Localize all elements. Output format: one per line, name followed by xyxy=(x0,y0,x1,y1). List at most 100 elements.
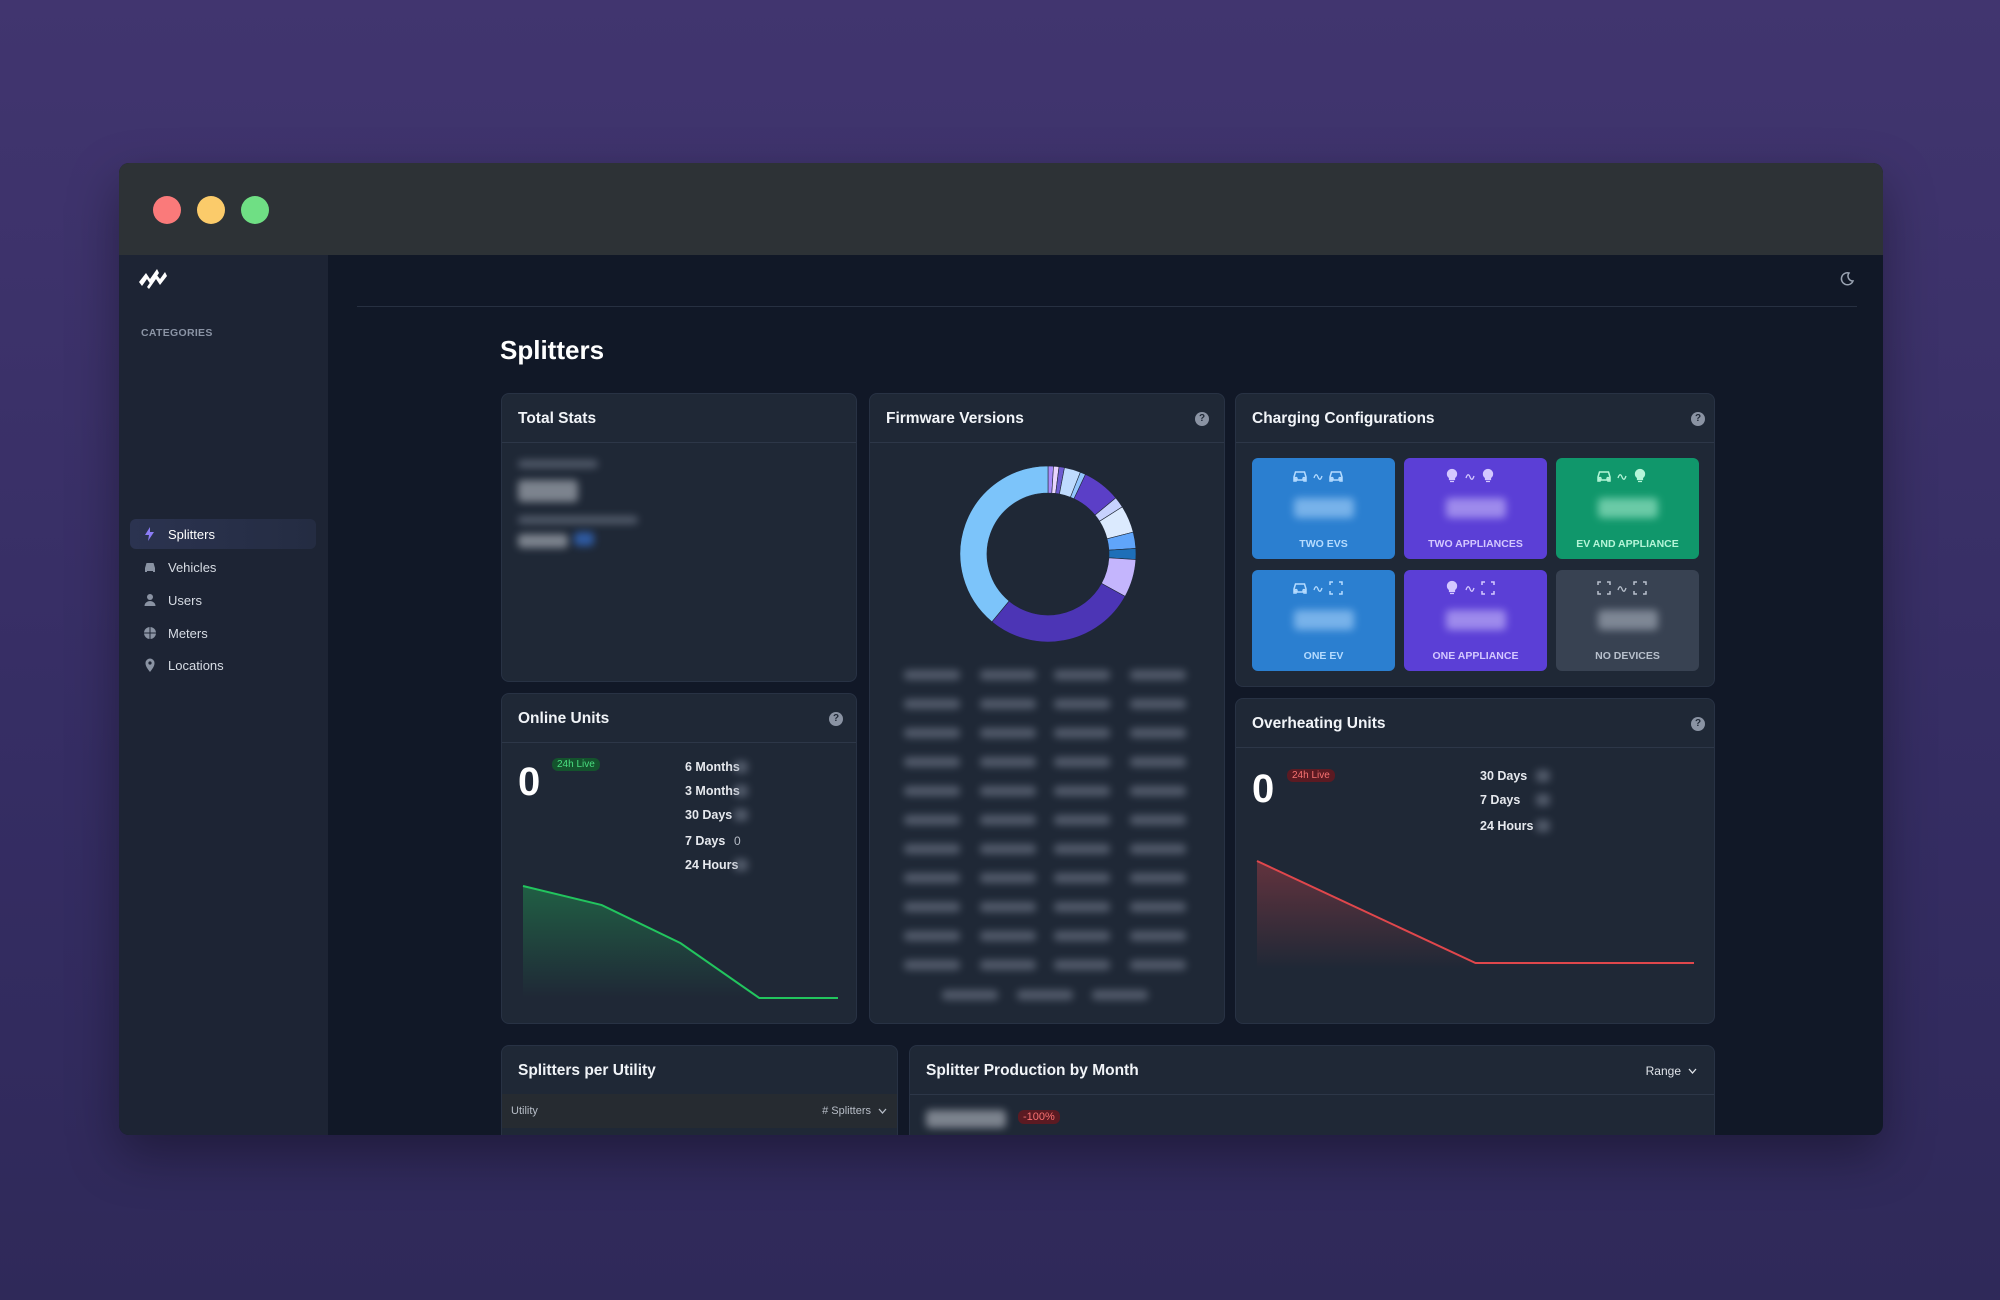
section-label: CATEGORIES xyxy=(141,327,213,339)
hidden-legend-item xyxy=(1130,670,1186,680)
nav-label: Users xyxy=(168,592,202,608)
help-icon[interactable]: ? xyxy=(1195,412,1209,426)
config-tile[interactable]: ONE EV xyxy=(1252,570,1395,671)
hidden-value xyxy=(734,809,748,821)
minimize-button[interactable] xyxy=(197,196,225,224)
nav-label: Locations xyxy=(168,657,224,673)
hidden-legend-item xyxy=(1130,931,1186,941)
trend-line xyxy=(1256,860,1694,964)
hidden-legend-item xyxy=(904,931,960,941)
divider xyxy=(502,442,856,443)
online-count: 0 xyxy=(518,760,541,804)
hidden-legend-item xyxy=(1054,844,1110,854)
card-title: Splitter Production by Month xyxy=(926,1062,1139,1079)
theme-toggle[interactable] xyxy=(1839,271,1855,287)
hidden-value xyxy=(734,761,748,773)
hidden-legend-item xyxy=(980,786,1036,796)
column-header[interactable]: Utility xyxy=(511,1105,538,1117)
device-icon xyxy=(1481,581,1495,595)
help-icon[interactable]: ? xyxy=(1691,412,1705,426)
hidden-legend-item xyxy=(1130,960,1186,970)
help-icon[interactable]: ? xyxy=(1691,717,1705,731)
hidden-legend-item xyxy=(1130,757,1186,767)
device-icon xyxy=(1446,580,1458,595)
hidden-legend-item xyxy=(1130,728,1186,738)
card: Total Stats xyxy=(501,393,857,682)
nav-item[interactable]: Meters xyxy=(130,618,316,648)
link-icon xyxy=(1617,474,1627,480)
hidden-legend-item xyxy=(1054,873,1110,883)
hidden-legend-item xyxy=(904,728,960,738)
hidden-legend-item xyxy=(980,931,1036,941)
hidden-legend-item xyxy=(980,670,1036,680)
config-tile[interactable]: ONE APPLIANCE xyxy=(1404,570,1547,671)
card: Overheating Units ? 0 24h Live 30 Days 7 … xyxy=(1235,698,1715,1024)
close-button[interactable] xyxy=(153,196,181,224)
range-chevron[interactable] xyxy=(1688,1068,1697,1074)
hidden-legend-item xyxy=(1054,931,1110,941)
hidden-legend-item xyxy=(904,844,960,854)
overheating-count: 0 xyxy=(1252,767,1275,811)
live-badge: 24h Live xyxy=(552,758,600,771)
config-tile[interactable]: TWO EVS xyxy=(1252,458,1395,559)
config-tile[interactable]: NO DEVICES xyxy=(1556,570,1699,671)
nav-icon xyxy=(145,658,155,672)
hidden-legend-item xyxy=(980,873,1036,883)
hidden-value xyxy=(1446,610,1506,630)
hidden-value xyxy=(518,460,598,468)
hidden-legend-item xyxy=(980,699,1036,709)
hidden-legend-item xyxy=(904,699,960,709)
range-select[interactable]: Range xyxy=(1645,1064,1681,1078)
hidden-value xyxy=(926,1110,1006,1128)
card: Online Units ? 0 24h Live 6 Months 3 Mont… xyxy=(501,693,857,1024)
logo[interactable] xyxy=(137,267,169,293)
hidden-legend-item xyxy=(1054,757,1110,767)
hidden-value xyxy=(1598,610,1658,630)
card-title: Online Units xyxy=(518,710,610,727)
hidden-value xyxy=(1536,820,1550,832)
device-icon xyxy=(1482,468,1494,483)
column-header[interactable]: # Splitters xyxy=(822,1105,871,1117)
nav-item[interactable]: Locations xyxy=(130,650,316,680)
trend-chart xyxy=(1256,860,1694,969)
period-label: 30 Days xyxy=(1480,769,1528,783)
card: Charging Configurations ? TWO EVS TWO APP… xyxy=(1235,393,1715,687)
divider xyxy=(1236,747,1714,748)
tile-label: NO DEVICES xyxy=(1595,650,1660,662)
hidden-legend-item xyxy=(1130,699,1186,709)
hidden-legend-item xyxy=(1130,873,1186,883)
help-icon[interactable]: ? xyxy=(829,712,843,726)
sort-chevron[interactable] xyxy=(878,1108,887,1114)
nav-icon xyxy=(145,563,155,572)
trend-line xyxy=(522,885,838,999)
hidden-legend-item xyxy=(904,902,960,912)
tile-label: ONE APPLIANCE xyxy=(1432,650,1519,662)
tile-icons xyxy=(1596,580,1648,596)
maximize-button[interactable] xyxy=(241,196,269,224)
live-badge: 24h Live xyxy=(1287,769,1335,782)
nav-item[interactable]: Users xyxy=(130,585,316,615)
config-tile[interactable]: TWO APPLIANCES xyxy=(1404,458,1547,559)
nav-item[interactable]: Splitters xyxy=(130,519,316,549)
link-icon xyxy=(1465,586,1475,592)
sidebar: CATEGORIES Splitters Vehicles Users Meters L… xyxy=(119,255,328,1135)
link-icon xyxy=(1465,474,1475,480)
config-tile[interactable]: EV AND APPLIANCE xyxy=(1556,458,1699,559)
nav-icon xyxy=(145,527,154,541)
period-label: 3 Months xyxy=(685,784,740,798)
tile-icons xyxy=(1292,468,1344,484)
trend-area xyxy=(523,886,838,998)
card-title: Firmware Versions xyxy=(886,410,1024,427)
device-icon xyxy=(1633,581,1647,595)
trend-area xyxy=(1257,861,1694,969)
hidden-legend-item xyxy=(980,960,1036,970)
hidden-value xyxy=(518,480,578,502)
device-icon xyxy=(1329,471,1343,482)
hidden-value xyxy=(518,516,638,524)
nav-item[interactable]: Vehicles xyxy=(130,552,316,582)
hidden-legend-item xyxy=(1130,902,1186,912)
hidden-legend-item xyxy=(1130,815,1186,825)
device-icon xyxy=(1446,468,1458,483)
tile-label: TWO EVS xyxy=(1299,538,1348,550)
hidden-legend-item xyxy=(1130,844,1186,854)
